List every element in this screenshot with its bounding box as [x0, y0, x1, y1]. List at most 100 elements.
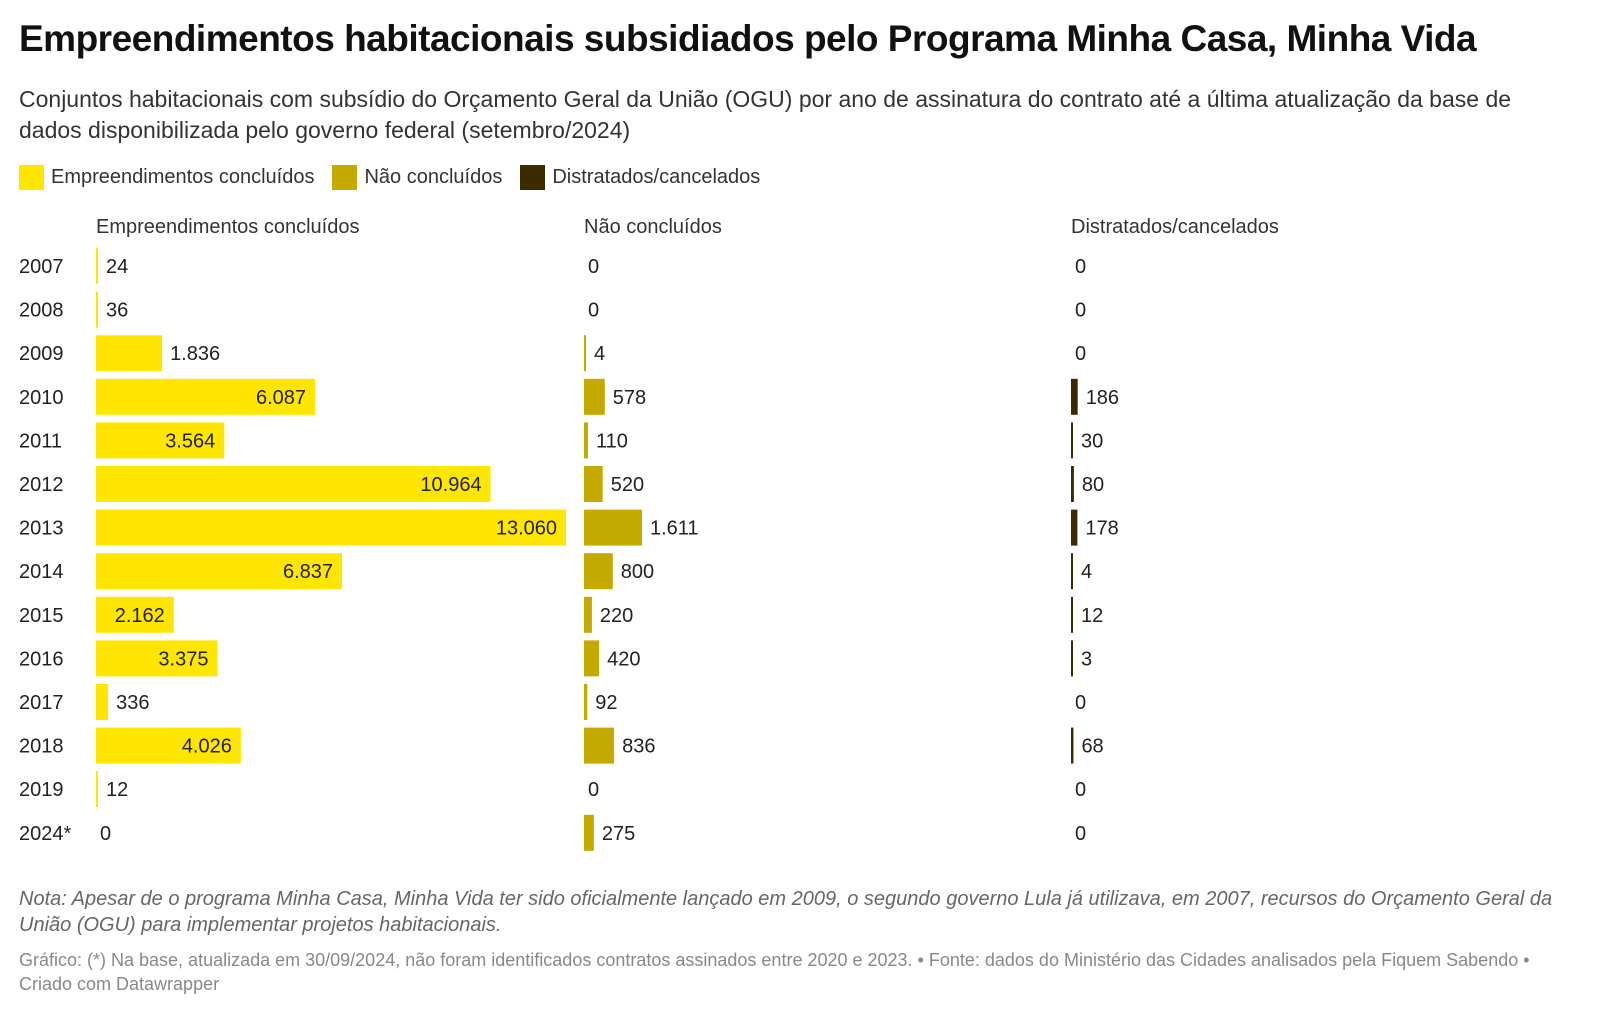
bar — [96, 248, 98, 284]
data-label: 10.964 — [420, 474, 481, 496]
data-label: 24 — [106, 256, 128, 278]
bar — [96, 378, 316, 415]
bar — [584, 684, 588, 720]
year-label: 2017 — [19, 692, 64, 714]
bar — [1071, 422, 1073, 459]
data-label: 0 — [1075, 823, 1086, 845]
year-label: 2019 — [19, 779, 64, 801]
bar — [584, 422, 588, 459]
data-label: 4.026 — [182, 736, 232, 758]
bar — [96, 640, 218, 677]
legend: Empreendimentos concluídos Não concluídos… — [19, 165, 760, 190]
data-label: 80 — [1082, 474, 1104, 496]
bar — [96, 771, 98, 808]
chart-title: Empreendimentos habitacionais subsidiado… — [19, 18, 1477, 59]
bar — [1071, 553, 1073, 590]
bar — [96, 553, 343, 590]
bar — [1071, 466, 1074, 502]
year-label: 2012 — [19, 474, 64, 496]
year-label: 2018 — [19, 736, 64, 758]
data-label: 30 — [1081, 430, 1103, 452]
year-label: 2011 — [19, 430, 62, 452]
column-header: Distratados/cancelados — [1071, 216, 1279, 238]
column-header: Empreendimentos concluídos — [96, 216, 359, 238]
bar — [584, 509, 642, 546]
bar — [584, 596, 592, 633]
column-header: Não concluídos — [584, 216, 722, 238]
data-label: 520 — [611, 474, 644, 496]
bar — [584, 466, 603, 502]
year-label: 2007 — [19, 256, 64, 278]
data-label: 13.060 — [496, 518, 557, 540]
year-label: 2008 — [19, 300, 64, 322]
data-label: 0 — [588, 256, 599, 278]
bar — [584, 378, 605, 415]
bar-chart: Empreendimentos concluídos Não concluídos… — [19, 216, 1279, 851]
data-label: 4 — [1081, 561, 1092, 583]
bar — [96, 509, 566, 546]
data-label: 186 — [1086, 387, 1119, 409]
bar — [96, 422, 225, 459]
legend-label: Empreendimentos concluídos — [51, 166, 315, 188]
data-label: 275 — [602, 823, 635, 845]
data-label: 0 — [1075, 256, 1086, 278]
legend-label: Não concluídos — [364, 166, 503, 188]
data-label: 336 — [116, 692, 149, 714]
data-label: 12 — [1081, 605, 1103, 627]
bar — [584, 640, 600, 677]
data-label: 12 — [106, 779, 128, 801]
chart-note: Nota: Apesar de o programa Minha Casa, M… — [19, 888, 1553, 936]
data-label: 836 — [622, 736, 655, 758]
legend-item: Empreendimentos concluídos — [19, 165, 314, 190]
bar — [96, 727, 241, 764]
bar — [1071, 509, 1078, 546]
data-label: 0 — [588, 779, 599, 801]
legend-swatch — [19, 165, 44, 190]
bar — [1071, 727, 1074, 764]
data-label: 6.837 — [283, 561, 333, 583]
data-label: 2.162 — [115, 605, 165, 627]
data-label: 92 — [595, 692, 617, 714]
data-label: 1.611 — [650, 518, 699, 540]
bar — [584, 727, 615, 764]
data-label: 0 — [588, 300, 599, 322]
legend-swatch — [332, 165, 358, 190]
year-label: 2013 — [19, 518, 64, 540]
data-label: 420 — [607, 648, 640, 670]
chart-footer: Gráfico: (*) Na base, atualizada em 30/0… — [19, 950, 1530, 994]
data-label: 6.087 — [256, 387, 306, 409]
year-label: 2016 — [19, 648, 64, 670]
year-label: 2015 — [19, 605, 64, 627]
data-label: 3.375 — [158, 648, 208, 670]
bar — [96, 466, 491, 502]
data-label: 0 — [1075, 779, 1086, 801]
data-label: 220 — [600, 605, 633, 627]
bar — [584, 335, 586, 372]
year-label: 2014 — [19, 561, 64, 583]
data-label: 0 — [1075, 343, 1086, 365]
year-label: 2024* — [19, 823, 71, 845]
bar — [96, 596, 174, 633]
data-label: 3 — [1081, 648, 1092, 670]
chart-subtitle: Conjuntos habitacionais com subsídio do … — [19, 86, 1512, 143]
year-label: 2010 — [19, 387, 64, 409]
legend-swatch — [520, 165, 546, 190]
data-label: 1.836 — [170, 343, 220, 365]
data-label: 68 — [1081, 736, 1103, 758]
data-label: 3.564 — [165, 430, 215, 452]
year-label: 2009 — [19, 343, 64, 365]
data-label: 4 — [594, 343, 605, 365]
bar — [584, 553, 613, 590]
data-label: 0 — [1075, 300, 1086, 322]
data-label: 0 — [100, 823, 111, 845]
bar — [584, 814, 594, 851]
data-label: 0 — [1075, 692, 1086, 714]
bar — [96, 684, 109, 720]
bar — [1071, 378, 1078, 415]
data-label: 178 — [1085, 518, 1118, 540]
data-label: 578 — [613, 387, 646, 409]
legend-item: Não concluídos — [332, 165, 502, 190]
legend-label: Distratados/cancelados — [552, 166, 761, 188]
data-label: 36 — [106, 300, 128, 322]
